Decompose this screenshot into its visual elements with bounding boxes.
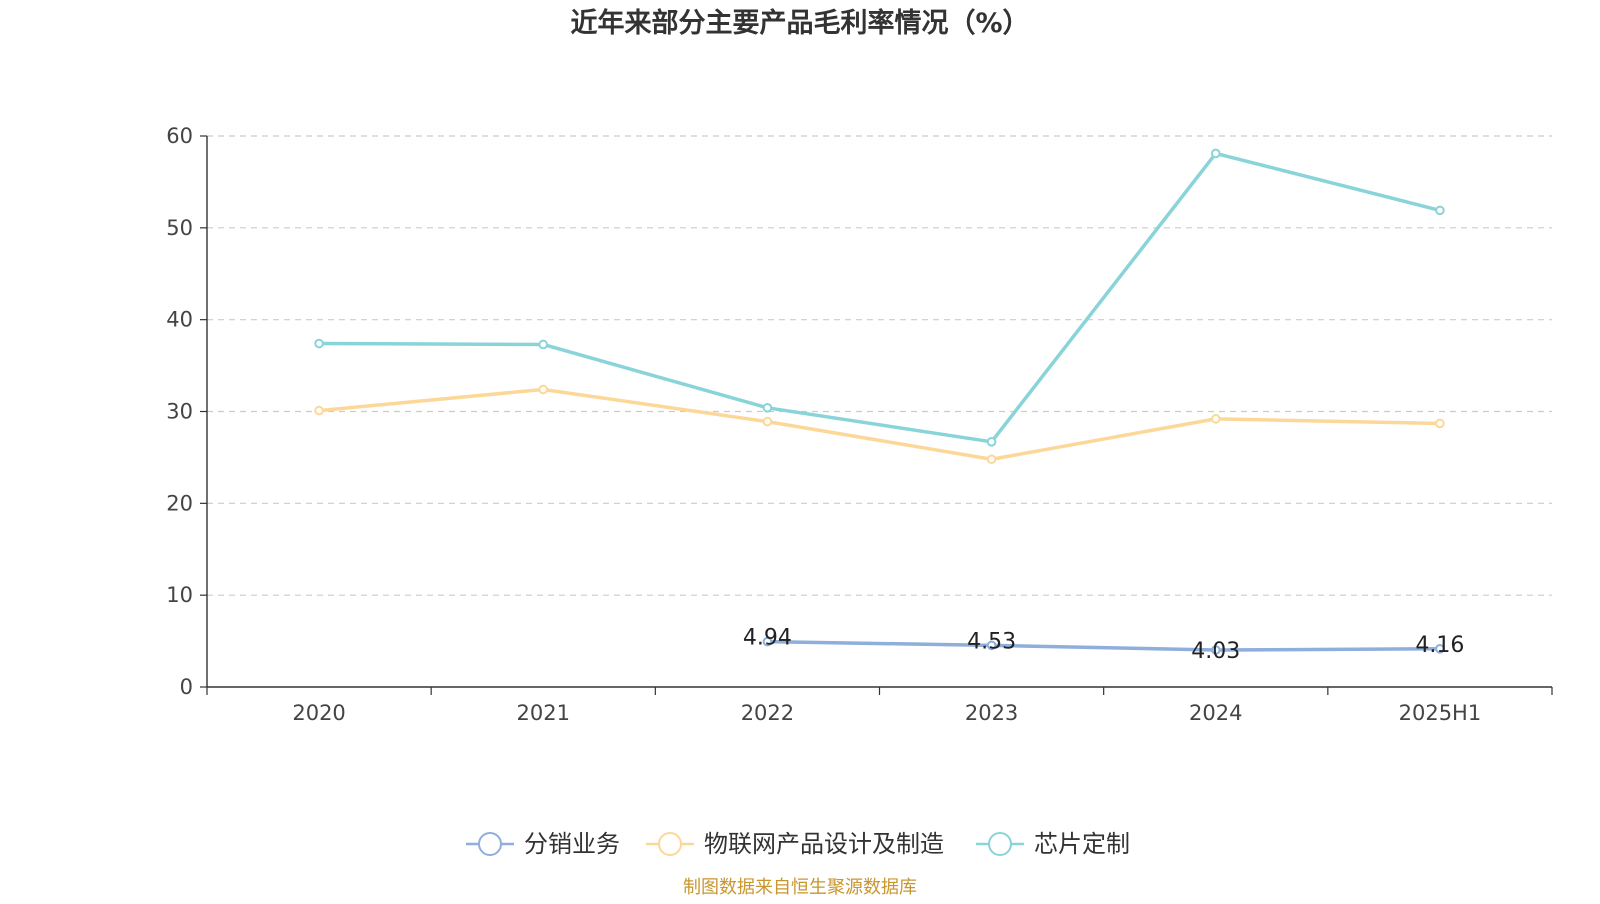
series-line	[318, 387, 1440, 462]
data-point	[762, 416, 773, 427]
series-0	[762, 636, 1445, 655]
legend-item-0[interactable]: 分销业务	[466, 830, 620, 858]
axes: 0 10 20 30 40 50 60 2020 2021 2022 2023 2024 2025H1	[166, 124, 1553, 725]
legend-marker-icon	[478, 832, 502, 856]
series-2	[314, 148, 1445, 447]
data-labels: 4.94 4.53 4.03 4.16	[743, 626, 1464, 664]
data-label: 4.53	[967, 629, 1016, 654]
series-line	[319, 151, 1441, 444]
data-point	[314, 405, 324, 416]
legend-item-2[interactable]: 芯片定制	[976, 830, 1130, 858]
y-tick-label: 60	[166, 124, 193, 148]
legend-label: 分销业务	[524, 830, 620, 858]
x-tick-label: 2021	[517, 701, 570, 725]
x-tick-label: 2020	[292, 701, 345, 725]
data-label: 4.16	[1415, 633, 1464, 658]
data-point	[986, 437, 997, 447]
x-tick-label: 2024	[1189, 701, 1242, 725]
data-point	[1210, 148, 1221, 159]
data-point	[314, 338, 324, 349]
legend[interactable]: 分销业务 物联网产品设计及制造 芯片定制	[466, 830, 1130, 858]
data-label: 4.94	[743, 626, 792, 651]
data-point	[538, 339, 549, 350]
data-point	[762, 636, 773, 647]
y-tick-label: 20	[166, 491, 193, 515]
legend-label: 芯片定制	[1034, 830, 1130, 858]
y-tick-label: 10	[166, 583, 193, 607]
data-point	[1435, 205, 1445, 216]
grid-lines	[207, 135, 1552, 596]
legend-label: 物联网产品设计及制造	[704, 830, 944, 858]
legend-item-1[interactable]: 物联网产品设计及制造	[646, 830, 944, 858]
data-label: 4.03	[1191, 639, 1240, 664]
x-tick-label: 2025H1	[1399, 701, 1482, 725]
x-tick-label: 2023	[965, 701, 1018, 725]
data-point	[762, 403, 773, 413]
y-tick-label: 40	[166, 308, 193, 332]
data-point	[986, 640, 997, 651]
series-line	[767, 639, 1440, 652]
series-lines	[314, 148, 1445, 655]
series-1	[314, 384, 1445, 465]
y-tick-label: 50	[166, 216, 193, 240]
data-point	[986, 454, 997, 465]
y-tick-label: 0	[180, 675, 193, 699]
data-point	[1210, 645, 1221, 655]
data-point	[538, 384, 549, 395]
data-point	[1210, 414, 1221, 424]
data-point	[1435, 643, 1445, 654]
source-footer: 制图数据来自恒生聚源数据库	[683, 877, 917, 898]
chart-title: 近年来部分主要产品毛利率情况（%）	[570, 7, 1029, 39]
data-point	[1435, 418, 1445, 429]
y-tick-label: 30	[166, 400, 193, 424]
legend-marker-icon	[658, 832, 682, 856]
legend-marker-icon	[988, 832, 1012, 856]
x-tick-label: 2022	[741, 701, 794, 725]
